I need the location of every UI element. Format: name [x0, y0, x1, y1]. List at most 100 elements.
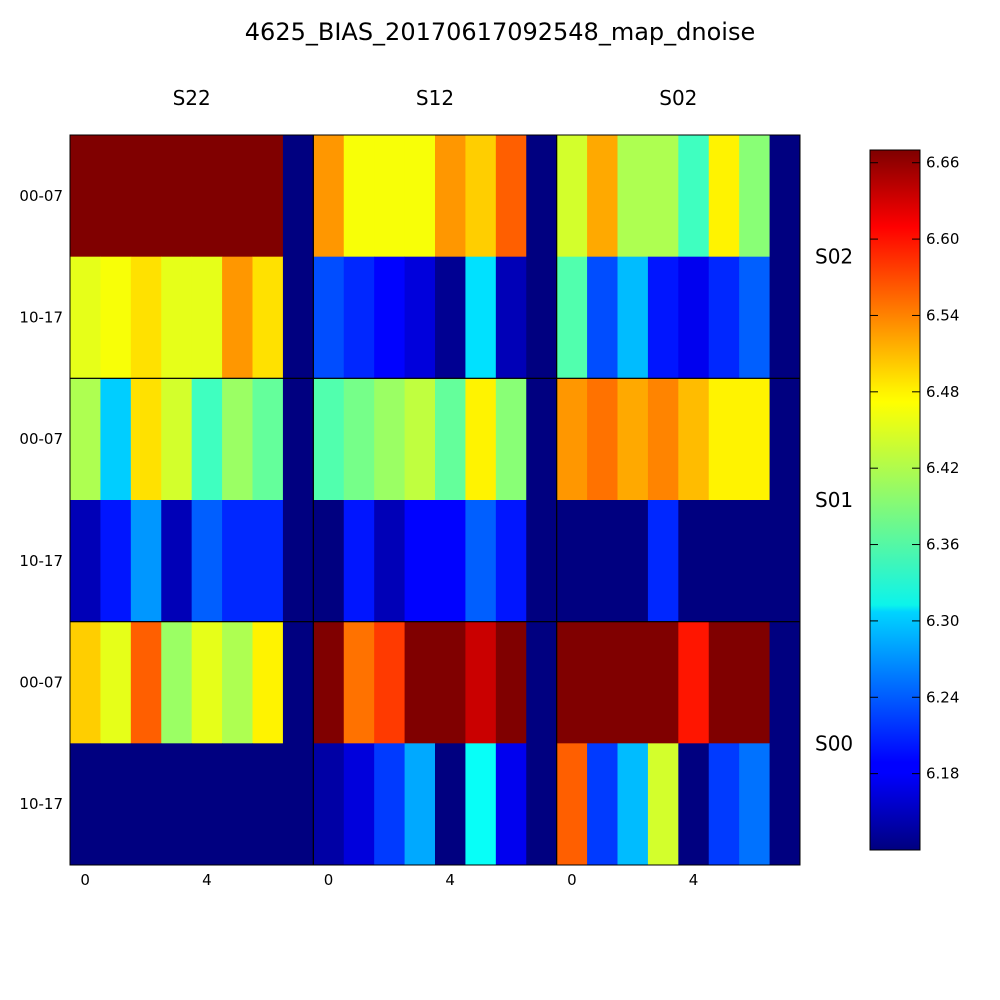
heatmap-cell [556, 256, 588, 379]
heatmap-cell [769, 743, 801, 866]
heatmap-cell [313, 621, 345, 744]
heatmap-cell [647, 621, 679, 744]
heatmap-cell [222, 500, 253, 623]
heatmap-cell [617, 500, 649, 623]
heatmap-cell [161, 500, 193, 623]
heatmap-cell [161, 743, 193, 866]
heatmap-cell [313, 743, 345, 866]
heatmap-cell [191, 378, 223, 501]
heatmap-cell [222, 621, 253, 744]
heatmap-cell [526, 500, 558, 623]
heatmap-cell [708, 256, 740, 379]
heatmap-cell [495, 743, 527, 866]
heatmap-cell [495, 500, 527, 623]
column-label-s12: S12 [416, 86, 454, 110]
heatmap-cell [70, 500, 101, 623]
heatmap-cell [435, 500, 466, 623]
heatmap-cell [252, 378, 284, 501]
column-label-s02: S02 [659, 86, 697, 110]
heatmap-cell [70, 743, 101, 866]
heatmap-cell [374, 378, 405, 501]
heatmap-cell [678, 621, 710, 744]
heatmap-cell [587, 256, 618, 379]
heatmap-cell [374, 135, 405, 258]
heatmap-cell [465, 621, 497, 744]
heatmap-cell [556, 378, 588, 501]
heatmap-cell [708, 378, 740, 501]
heatmap-cell [161, 621, 193, 744]
heatmap-cell [252, 256, 284, 379]
heatmap-cell [739, 621, 770, 744]
heatmap-cell [435, 378, 466, 501]
heatmap-cell [282, 256, 314, 379]
heatmap-cell [739, 500, 770, 623]
heatmap-cell [100, 743, 132, 866]
heatmap-cell [130, 743, 162, 866]
y-tick-label: 10-17 [19, 795, 63, 813]
heatmap-cell [556, 500, 588, 623]
heatmap-cell [130, 500, 162, 623]
heatmap-cell [678, 743, 710, 866]
heatmap-cell [282, 378, 314, 501]
heatmap-cell [252, 621, 284, 744]
heatmap-cell [282, 621, 314, 744]
heatmap-cell [769, 256, 801, 379]
heatmap-cell [313, 500, 345, 623]
heatmap-cell [708, 743, 740, 866]
heatmap-cell [708, 621, 740, 744]
heatmap-cell [465, 256, 497, 379]
heatmap-cell [769, 135, 801, 258]
heatmap-cell [526, 621, 558, 744]
heatmap-cell [222, 378, 253, 501]
y-tick-label: 10-17 [19, 309, 63, 327]
colorbar-tick-label: 6.24 [926, 688, 959, 706]
heatmap-cell [647, 378, 679, 501]
colorbar-tick-label: 6.30 [926, 612, 959, 630]
heatmap-cell [495, 378, 527, 501]
heatmap-cell [282, 743, 314, 866]
heatmap-cell [161, 378, 193, 501]
heatmap-cell [130, 621, 162, 744]
heatmap-cell [587, 378, 618, 501]
heatmap-cell [708, 500, 740, 623]
heatmap-cell [587, 135, 618, 258]
heatmap-cell [647, 743, 679, 866]
heatmap-cell [100, 256, 132, 379]
heatmap-cell [617, 135, 649, 258]
heatmap-cell [526, 135, 558, 258]
heatmap-cell [739, 378, 770, 501]
heatmap-cell [435, 621, 466, 744]
heatmap-cell [191, 621, 223, 744]
colorbar: 6.18 6.24 6.30 6.36 6.42 6.48 6.54 6.60 6.66 [869, 149, 959, 851]
row-label-s01: S01 [815, 488, 853, 512]
heatmap-cell [495, 256, 527, 379]
heatmap-cell [404, 500, 436, 623]
x-tick-label: 4 [689, 871, 699, 889]
heatmap-cell [191, 743, 223, 866]
colorbar-tick-label: 6.54 [926, 306, 959, 324]
heatmap-cell [556, 621, 588, 744]
heatmap-cell [161, 256, 193, 379]
heatmap-cell [70, 621, 101, 744]
heatmap-cell [252, 500, 284, 623]
heatmap-cell [739, 256, 770, 379]
heatmap-cell [343, 743, 375, 866]
heatmap-cell [343, 256, 375, 379]
heatmap-cell [435, 256, 466, 379]
heatmap-cell [617, 621, 649, 744]
heatmap-cell [130, 378, 162, 501]
heatmap-cell [191, 256, 223, 379]
heatmap-cell [222, 135, 253, 258]
chart-title: 4625_BIAS_20170617092548_map_dnoise [245, 18, 755, 46]
heatmap-cell [647, 500, 679, 623]
heatmap-cell [587, 500, 618, 623]
heatmap-cell [374, 743, 405, 866]
heatmap-cell [343, 378, 375, 501]
x-tick-label: 4 [445, 871, 455, 889]
heatmap-cell [130, 256, 162, 379]
heatmap-cell [769, 500, 801, 623]
heatmap-cell [617, 378, 649, 501]
heatmap-cell [556, 743, 588, 866]
heatmap-cell [313, 378, 345, 501]
